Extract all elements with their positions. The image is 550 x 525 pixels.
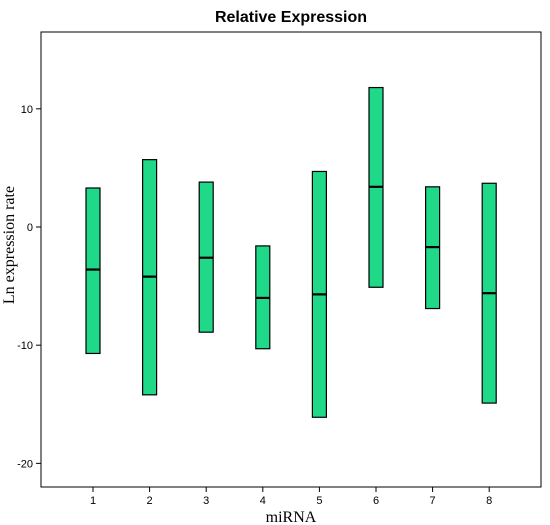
x-tick-label: 1: [90, 495, 96, 507]
chart-title: Relative Expression: [215, 9, 367, 26]
y-tick-label: 10: [21, 104, 33, 116]
y-tick-label: 0: [27, 222, 33, 234]
x-tick-label: 5: [316, 495, 322, 507]
x-tick-label: 2: [147, 495, 153, 507]
boxes-group: [85, 86, 497, 418]
y-tick-label: -10: [17, 340, 33, 352]
x-tick-label: 4: [260, 495, 266, 507]
y-tick-label: -20: [17, 458, 33, 470]
y-axis-label: Ln expression rate: [1, 186, 18, 304]
x-tick-label: 6: [373, 495, 379, 507]
x-tick-label: 3: [203, 495, 209, 507]
y-axis: 10 0 -10 -20: [17, 104, 41, 470]
x-tick-label: 8: [486, 495, 492, 507]
x-axis-label: miRNA: [266, 509, 317, 525]
box-1: [85, 187, 101, 355]
x-tick-label: 7: [430, 495, 436, 507]
x-axis: 1 2 3 4 5 6 7 8: [90, 487, 492, 507]
plot-frame: [40, 31, 542, 488]
